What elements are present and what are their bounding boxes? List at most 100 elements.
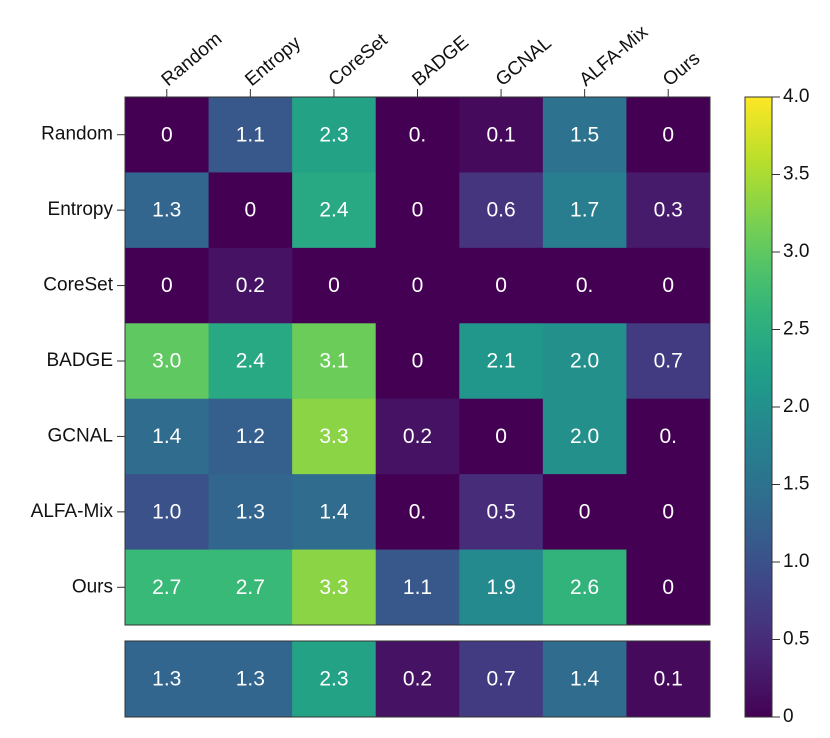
colorbar-tick-label: 3.5 bbox=[783, 164, 809, 185]
heatmap-cell bbox=[375, 172, 460, 249]
cell-label: 0. bbox=[409, 500, 427, 523]
cell-label: 3.0 bbox=[152, 350, 181, 373]
heatmap-cell bbox=[125, 97, 210, 173]
cell-label: 1.1 bbox=[236, 123, 265, 146]
heatmap-cell bbox=[459, 474, 544, 551]
cell-label: 3.1 bbox=[319, 350, 348, 373]
cell-label: 1.7 bbox=[570, 199, 599, 222]
cell-label: 0.1 bbox=[486, 123, 515, 146]
x-tick-label: Ours bbox=[659, 48, 704, 91]
summary-label: 0.2 bbox=[403, 668, 432, 691]
heatmap-cell bbox=[375, 323, 460, 400]
heatmap-cell bbox=[292, 549, 377, 626]
summary-cell bbox=[375, 641, 460, 717]
heatmap-cell bbox=[125, 172, 210, 249]
summary-cell bbox=[626, 641, 711, 717]
heatmap-cell bbox=[542, 97, 627, 173]
heatmap-cell bbox=[459, 323, 544, 400]
colorbar-tick-label: 3.0 bbox=[783, 241, 809, 262]
heatmap-cell bbox=[626, 549, 711, 626]
summary-cell bbox=[542, 641, 627, 717]
heatmap-cell bbox=[292, 172, 377, 249]
cell-label: 1.9 bbox=[486, 576, 515, 599]
heatmap-cell bbox=[125, 247, 210, 324]
summary-label: 1.4 bbox=[570, 668, 600, 691]
x-tick-label: Random bbox=[158, 28, 227, 90]
heatmap-cell bbox=[375, 247, 460, 324]
heatmap-cell bbox=[292, 247, 377, 324]
cell-label: 1.3 bbox=[152, 199, 181, 222]
heatmap-cell bbox=[626, 474, 711, 551]
heatmap-cell bbox=[292, 97, 377, 173]
x-tick-label: GCNAL bbox=[492, 33, 556, 91]
y-tick-label: ALFA-Mix bbox=[31, 501, 114, 522]
heatmap-cell bbox=[375, 549, 460, 626]
y-tick-label: Random bbox=[41, 124, 113, 145]
heatmap-cell bbox=[459, 247, 544, 324]
cell-label: 0 bbox=[495, 274, 507, 297]
summary-label: 0.7 bbox=[486, 668, 515, 691]
summary-label: 1.3 bbox=[152, 668, 181, 691]
heatmap-cell bbox=[626, 172, 711, 249]
cell-label: 0.7 bbox=[654, 350, 683, 373]
colorbar-tick-label: 0.5 bbox=[783, 629, 809, 650]
heatmap-cell bbox=[459, 97, 544, 173]
heatmap-cell bbox=[626, 398, 711, 475]
colorbar-tick-label: 1.5 bbox=[783, 474, 809, 495]
heatmap-cell bbox=[125, 549, 210, 626]
cell-label: 0. bbox=[576, 274, 594, 297]
heatmap-cell bbox=[208, 172, 293, 249]
heatmap-cell bbox=[542, 247, 627, 324]
cell-label: 0 bbox=[662, 576, 674, 599]
colorbar-tick-label: 2.5 bbox=[783, 319, 809, 340]
cell-label: 0 bbox=[412, 274, 424, 297]
cell-label: 3.3 bbox=[319, 576, 348, 599]
cell-label: 2.3 bbox=[319, 123, 348, 146]
y-tick-label: GCNAL bbox=[48, 425, 113, 446]
cell-label: 0 bbox=[245, 199, 257, 222]
cell-label: 0 bbox=[662, 500, 674, 523]
heatmap-cell bbox=[125, 474, 210, 551]
y-tick-label: CoreSet bbox=[43, 275, 113, 296]
cell-label: 0 bbox=[495, 425, 507, 448]
summary-frame bbox=[124, 640, 711, 718]
cell-label: 2.4 bbox=[319, 199, 349, 222]
heatmap-cell bbox=[459, 549, 544, 626]
heatmap-cell bbox=[375, 474, 460, 551]
heatmap-cell bbox=[626, 323, 711, 400]
cell-label: 0 bbox=[412, 199, 424, 222]
cell-label: 0. bbox=[659, 425, 677, 448]
x-tick-label: ALFA-Mix bbox=[576, 21, 653, 90]
heatmap-cell bbox=[542, 172, 627, 249]
cell-label: 0. bbox=[409, 123, 427, 146]
heatmap-cell bbox=[459, 172, 544, 249]
heatmap-cell bbox=[292, 474, 377, 551]
cell-label: 1.1 bbox=[403, 576, 432, 599]
y-tick-label: Entropy bbox=[48, 199, 114, 220]
cell-label: 0.2 bbox=[236, 274, 265, 297]
heatmap-cell bbox=[208, 247, 293, 324]
heatmap-cell bbox=[542, 323, 627, 400]
heatmap-cell bbox=[292, 323, 377, 400]
summary-label: 2.3 bbox=[319, 668, 348, 691]
heatmap-cell bbox=[125, 398, 210, 475]
colorbar-tick-label: 1.0 bbox=[783, 551, 809, 572]
cell-label: 2.4 bbox=[236, 350, 266, 373]
cell-label: 1.2 bbox=[236, 425, 265, 448]
cell-label: 0 bbox=[412, 350, 424, 373]
heatmap-cell bbox=[459, 398, 544, 475]
cell-label: 1.4 bbox=[152, 425, 182, 448]
summary-label: 1.3 bbox=[236, 668, 265, 691]
y-tick-label: BADGE bbox=[46, 350, 113, 371]
y-tick-label: Ours bbox=[72, 576, 113, 597]
cell-label: 2.7 bbox=[152, 576, 181, 599]
heatmap-cell bbox=[375, 398, 460, 475]
cell-label: 2.7 bbox=[236, 576, 265, 599]
cell-label: 1.0 bbox=[152, 500, 181, 523]
heatmap-cell bbox=[542, 549, 627, 626]
summary-cell bbox=[292, 641, 377, 717]
colorbar-tick-label: 2.0 bbox=[783, 396, 809, 417]
cell-label: 0 bbox=[662, 274, 674, 297]
cell-label: 0.6 bbox=[486, 199, 515, 222]
